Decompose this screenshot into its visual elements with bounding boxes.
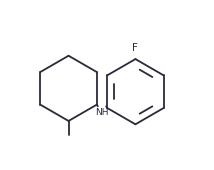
- Text: NH: NH: [95, 108, 109, 117]
- Text: F: F: [132, 43, 138, 53]
